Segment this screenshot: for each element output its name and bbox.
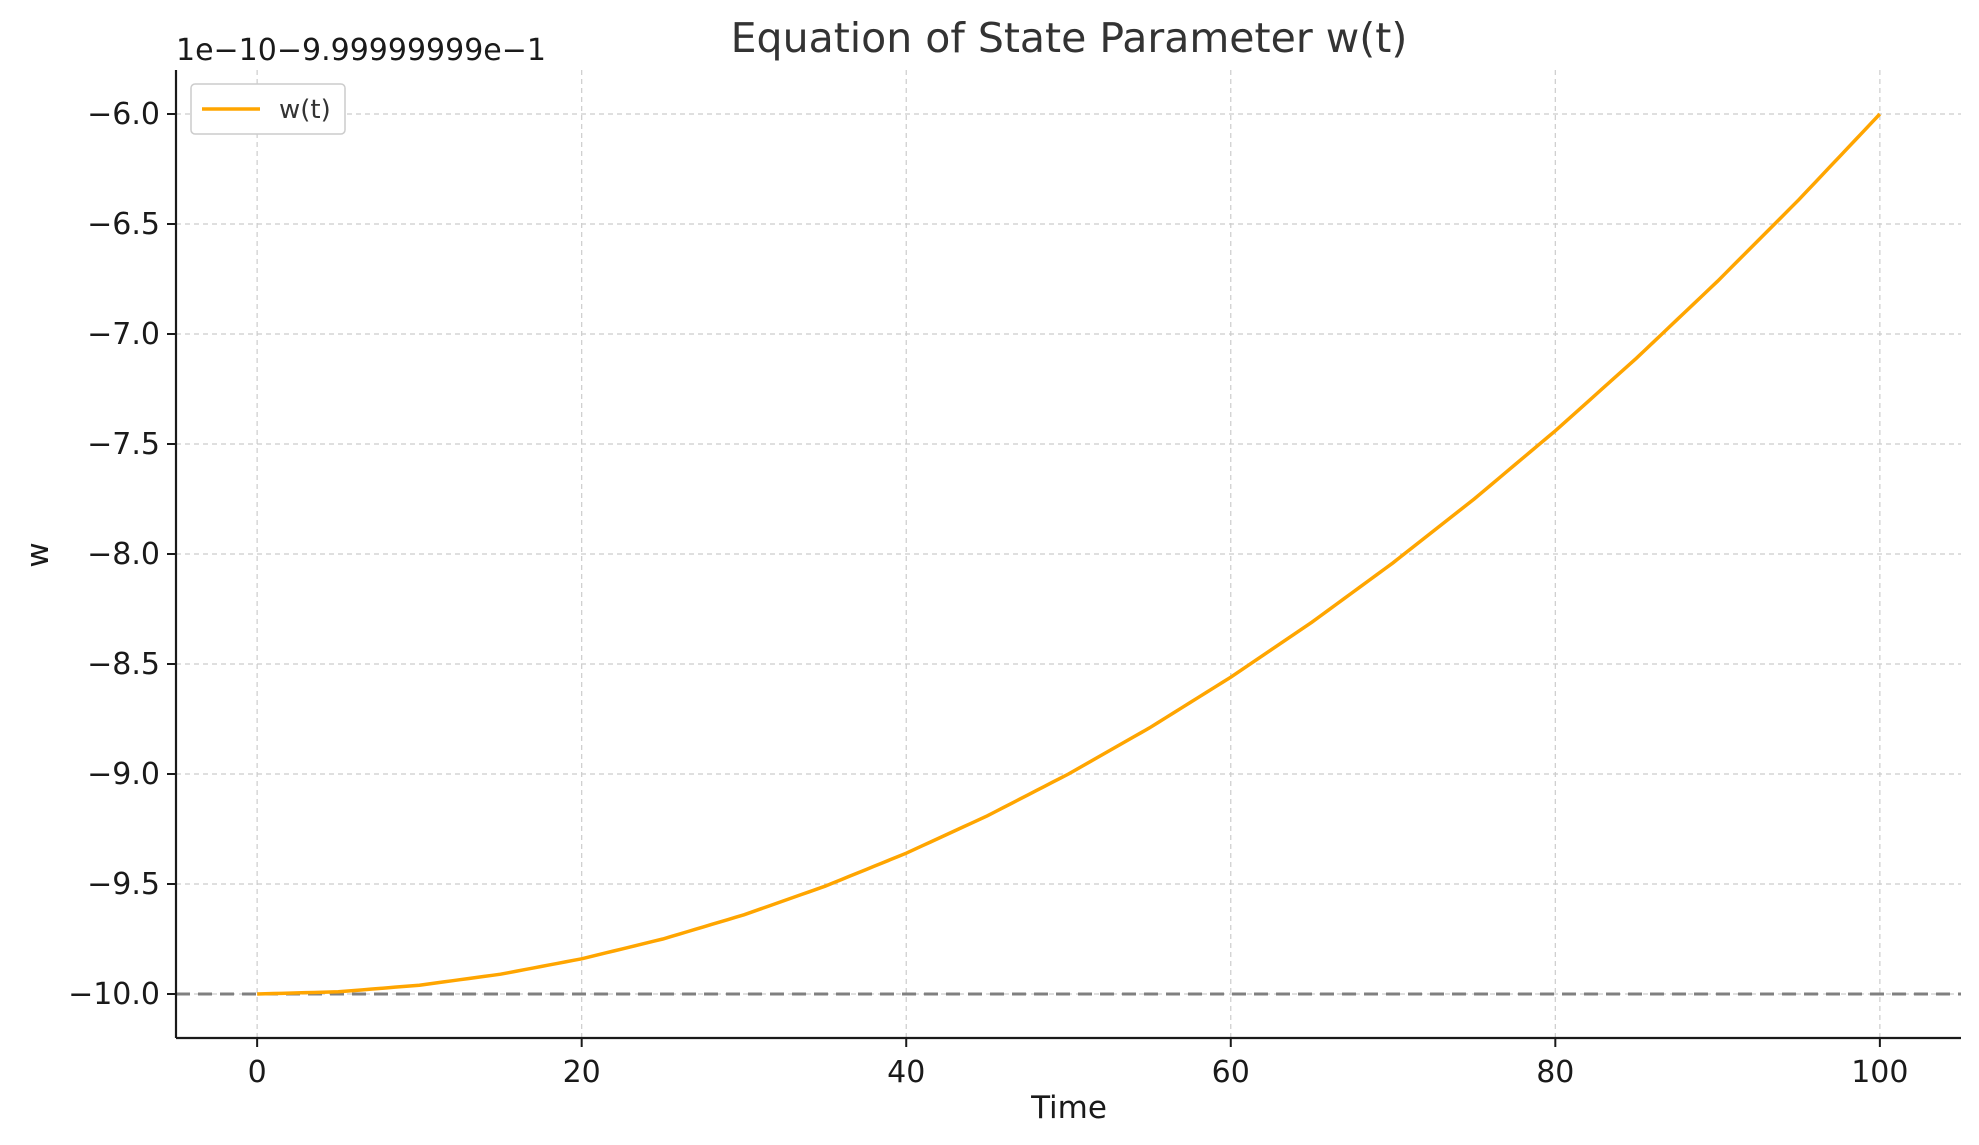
y-axis-offset-text: 1e−10−9.99999999e−1 xyxy=(176,33,546,68)
x-tick-label: 40 xyxy=(887,1055,925,1090)
x-tick-label: 60 xyxy=(1212,1055,1250,1090)
y-tick-label: −9.5 xyxy=(87,867,160,902)
legend-box xyxy=(190,83,346,135)
x-axis-label: Time xyxy=(1030,1090,1107,1126)
y-axis-label: w xyxy=(20,542,56,567)
series-line-w xyxy=(257,112,1882,996)
x-tick-label: 100 xyxy=(1851,1055,1908,1090)
y-tick-label: −10.0 xyxy=(68,977,160,1012)
y-tick-label: −9.0 xyxy=(87,757,160,792)
y-tick-label: −8.5 xyxy=(87,647,160,682)
y-tick-label: −7.0 xyxy=(87,317,160,352)
y-tick-label: −6.0 xyxy=(87,97,160,132)
x-tick-label: 0 xyxy=(248,1055,267,1090)
series-layer xyxy=(257,112,1882,996)
legend: w(t) xyxy=(190,83,346,135)
y-tick-label: −6.5 xyxy=(87,207,160,242)
x-axis-ticks: 0 20 40 60 80 100 xyxy=(248,1038,1908,1090)
chart-title: Equation of State Parameter w(t) xyxy=(731,14,1408,62)
legend-label: w(t) xyxy=(279,95,331,125)
x-tick-label: 80 xyxy=(1536,1055,1574,1090)
y-tick-label: −8.0 xyxy=(87,537,160,572)
y-tick-label: −7.5 xyxy=(87,427,160,462)
x-tick-label: 20 xyxy=(563,1055,601,1090)
y-axis-ticks: −6.0 −6.5 −7.0 −7.5 −8.0 −8.5 −9.0 −9.5 −10.0 xyxy=(68,97,176,1012)
